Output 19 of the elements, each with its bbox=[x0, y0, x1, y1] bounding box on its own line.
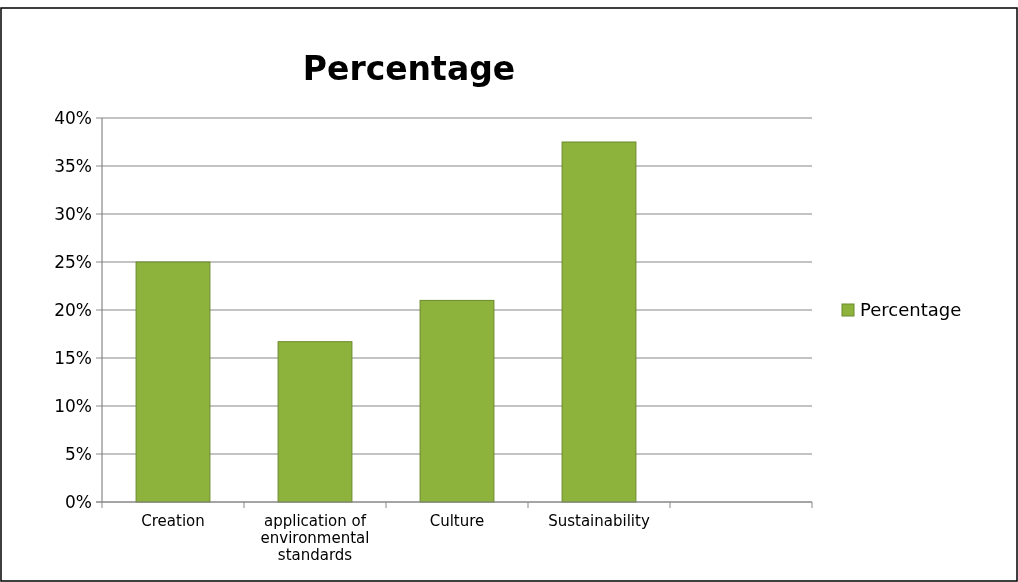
y-tick-label: 15% bbox=[54, 347, 92, 368]
chart-title: Percentage bbox=[302, 49, 516, 88]
y-tick-label: 0% bbox=[65, 491, 92, 512]
x-tick-label: Creation bbox=[141, 512, 205, 530]
bar bbox=[277, 341, 353, 503]
bar bbox=[561, 141, 637, 503]
legend-label: Percentage bbox=[860, 299, 962, 321]
x-tick-label: application of environmental standards bbox=[260, 512, 370, 564]
y-tick-label: 35% bbox=[54, 155, 92, 176]
x-tick-label: Culture bbox=[429, 512, 485, 530]
bar bbox=[135, 261, 211, 503]
y-tick-label: 30% bbox=[54, 203, 92, 224]
y-tick-label: 25% bbox=[54, 251, 92, 272]
y-tick-label: 10% bbox=[54, 395, 92, 416]
y-tick-label: 40% bbox=[54, 107, 92, 128]
bar bbox=[419, 299, 495, 503]
y-tick-label: 20% bbox=[54, 299, 92, 320]
x-tick-label: Sustainability bbox=[548, 512, 650, 530]
y-tick-label: 5% bbox=[65, 443, 92, 464]
